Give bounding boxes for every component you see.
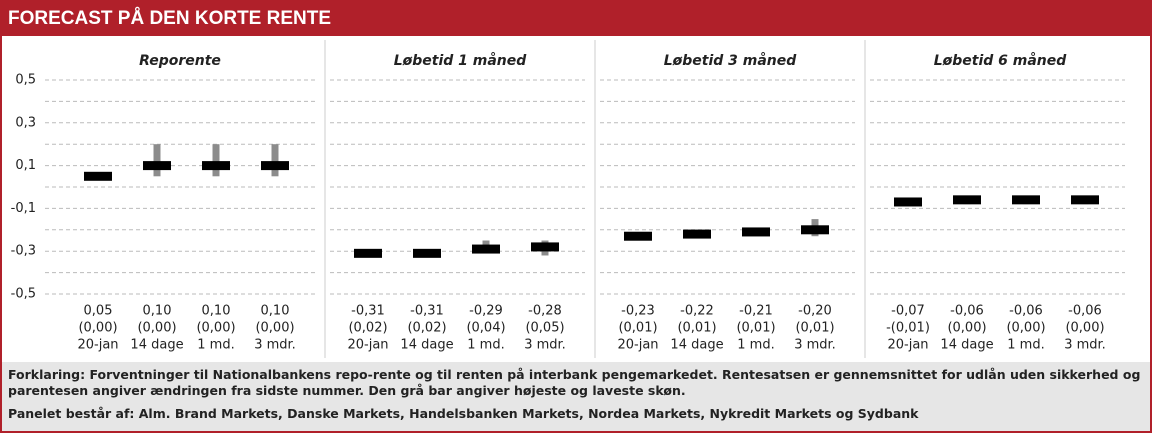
x-tick-label: 14 dage (400, 338, 453, 353)
value-label: 0,10 (143, 304, 172, 319)
x-tick-label: 20-jan (347, 338, 388, 353)
y-tick-label: 0,3 (15, 115, 36, 130)
value-label: -0,21 (739, 304, 773, 319)
change-label: -(0,01) (886, 321, 930, 336)
change-label: (0,00) (1065, 321, 1104, 336)
note: Forklaring: Forventninger til Nationalba… (8, 367, 1141, 398)
mean-bar (1012, 195, 1040, 205)
change-label: (0,01) (618, 321, 657, 336)
x-tick-label: 1 md. (197, 338, 234, 353)
change-label: (0,00) (196, 321, 235, 336)
x-tick-label: 14 dage (940, 338, 993, 353)
x-tick-label: 14 dage (130, 338, 183, 353)
mean-bar (953, 195, 981, 205)
y-tick-label: -0,5 (11, 287, 36, 302)
change-label: (0,01) (677, 321, 716, 336)
title-bar (0, 0, 1152, 36)
x-tick-label: 3 mdr. (794, 338, 836, 353)
mean-bar (472, 244, 500, 254)
value-label: -0,06 (1009, 304, 1043, 319)
x-tick-label: 20-jan (887, 338, 928, 353)
panel-title: Løbetid 3 måned (664, 52, 798, 69)
y-tick-label: -0,1 (11, 201, 36, 216)
value-label: -0,06 (950, 304, 984, 319)
range-bar (271, 144, 279, 177)
panel-title: Reporente (139, 53, 221, 69)
x-tick-label: 14 dage (670, 338, 723, 353)
change-label: (0,00) (78, 321, 117, 336)
mean-bar (801, 225, 829, 235)
mean-bar (354, 248, 382, 258)
value-label: -0,31 (351, 304, 385, 319)
note: Panelet består af: Alm. Brand Markets, D… (8, 406, 919, 421)
change-label: (0,00) (1006, 321, 1045, 336)
x-tick-label: 3 mdr. (254, 338, 296, 353)
change-label: (0,00) (137, 321, 176, 336)
change-label: (0,01) (736, 321, 775, 336)
mean-bar (531, 242, 559, 252)
y-tick-label: -0,3 (11, 244, 36, 259)
change-label: (0,04) (466, 321, 505, 336)
change-label: (0,01) (795, 321, 834, 336)
value-label: -0,07 (891, 304, 925, 319)
x-tick-label: 20-jan (77, 338, 118, 353)
mean-bar (683, 229, 711, 239)
x-tick-label: 1 md. (467, 338, 504, 353)
footer-box (2, 362, 1150, 431)
value-label: -0,31 (410, 304, 444, 319)
x-tick-label: 3 mdr. (524, 338, 566, 353)
x-tick-label: 1 md. (737, 338, 774, 353)
mean-bar (202, 161, 230, 171)
value-label: -0,23 (621, 304, 655, 319)
mean-bar (894, 197, 922, 207)
mean-bar (84, 171, 112, 181)
mean-bar (742, 227, 770, 237)
change-label: (0,00) (255, 321, 294, 336)
value-label: 0,10 (261, 304, 290, 319)
mean-bar (1071, 195, 1099, 205)
value-label: -0,28 (528, 304, 562, 319)
page-title: FORECAST PÅ DEN KORTE RENTE (8, 8, 331, 29)
x-tick-label: 20-jan (617, 338, 658, 353)
value-label: 0,05 (84, 304, 113, 319)
mean-bar (413, 248, 441, 258)
value-label: -0,29 (469, 304, 503, 319)
change-label: (0,02) (348, 321, 387, 336)
change-label: (0,00) (947, 321, 986, 336)
panel-title: Løbetid 1 måned (394, 52, 528, 69)
range-bar (212, 144, 220, 177)
mean-bar (261, 161, 289, 171)
y-tick-label: 0,5 (15, 73, 36, 88)
mean-bar (624, 231, 652, 241)
x-tick-label: 3 mdr. (1064, 338, 1106, 353)
mean-bar (143, 161, 171, 171)
change-label: (0,02) (407, 321, 446, 336)
value-label: -0,06 (1068, 304, 1102, 319)
y-tick-label: 0,1 (15, 158, 36, 173)
value-label: 0,10 (202, 304, 231, 319)
value-label: -0,22 (680, 304, 714, 319)
panel-title: Løbetid 6 måned (934, 52, 1068, 69)
range-bar (153, 144, 161, 177)
value-label: -0,20 (798, 304, 832, 319)
change-label: (0,05) (525, 321, 564, 336)
x-tick-label: 1 md. (1007, 338, 1044, 353)
